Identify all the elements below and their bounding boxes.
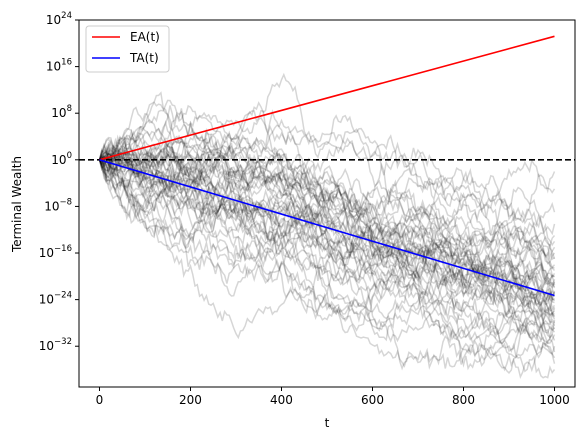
simulated-path: [99, 134, 555, 334]
simulated-path: [98, 134, 556, 340]
simulated-path: [98, 127, 556, 319]
simulated-path: [98, 148, 556, 260]
x-tick-label: 1000: [539, 393, 570, 407]
simulated-path: [98, 153, 555, 293]
x-axis: 0 200 400 600 800 1000: [96, 387, 570, 407]
simulated-paths: [98, 72, 556, 379]
simulated-path: [98, 99, 556, 336]
x-tick-label: 800: [452, 393, 475, 407]
simulated-path: [99, 150, 556, 345]
simulated-path: [98, 155, 555, 312]
x-tick-label: 0: [96, 393, 104, 407]
simulated-path: [98, 156, 556, 289]
legend-label-ta: TA(t): [129, 51, 159, 65]
simulated-path: [98, 134, 556, 280]
simulated-path: [98, 149, 556, 317]
simulated-path: [98, 101, 556, 316]
simulated-path: [98, 155, 556, 371]
y-tick-label: 10−32: [39, 337, 72, 353]
x-axis-title: t: [325, 416, 330, 430]
simulated-path: [98, 153, 556, 379]
simulated-path: [98, 159, 556, 375]
simulated-path: [99, 104, 556, 340]
y-tick-label: 10−16: [39, 244, 72, 260]
simulated-path: [99, 159, 555, 301]
x-tick-label: 200: [179, 393, 202, 407]
simulated-path: [98, 159, 555, 316]
series-layer: [99, 35, 555, 297]
simulated-path: [99, 158, 556, 355]
simulated-path: [99, 109, 556, 235]
x-tick-label: 400: [270, 393, 293, 407]
simulated-path: [98, 159, 556, 351]
simulated-path: [98, 132, 556, 379]
simulated-path: [99, 120, 556, 302]
y-axis: 1024 1016 108 100 10−8 10−16 10−24 10−32: [39, 11, 79, 353]
simulated-path: [98, 147, 556, 295]
simulated-path: [99, 146, 556, 263]
simulated-path: [98, 72, 556, 247]
simulated-path: [98, 135, 556, 364]
simulated-path: [98, 158, 556, 305]
simulated-path: [98, 148, 556, 310]
y-tick-label: 10−24: [39, 291, 72, 307]
series-line-ea: [99, 35, 555, 161]
x-tick-label: 600: [361, 393, 384, 407]
legend: EA(t) TA(t): [85, 25, 170, 73]
simulated-path: [99, 150, 556, 313]
simulated-path: [98, 91, 555, 269]
y-tick-label: 10−8: [44, 197, 72, 213]
y-tick-label: 1016: [46, 58, 72, 74]
simulated-path: [99, 118, 556, 224]
y-tick-label: 1024: [46, 11, 72, 27]
simulated-path: [98, 130, 556, 301]
simulated-path: [99, 158, 556, 339]
simulated-path: [98, 144, 556, 280]
simulated-path: [98, 141, 556, 288]
simulated-path: [98, 147, 556, 310]
legend-label-ea: EA(t): [130, 30, 160, 44]
simulated-path: [98, 137, 556, 336]
plot-frame: [78, 19, 576, 388]
simulated-path: [98, 137, 556, 327]
y-axis-title: Terminal Wealth: [10, 156, 24, 253]
y-tick-label: 108: [51, 104, 72, 120]
simulated-path: [99, 152, 556, 282]
simulated-path: [98, 159, 556, 340]
simulated-path: [99, 148, 555, 285]
y-tick-label: 100: [51, 151, 72, 167]
simulated-path: [98, 125, 556, 306]
series-line-ta: [99, 159, 555, 297]
simulated-path: [99, 157, 556, 345]
simulated-path: [98, 128, 555, 335]
